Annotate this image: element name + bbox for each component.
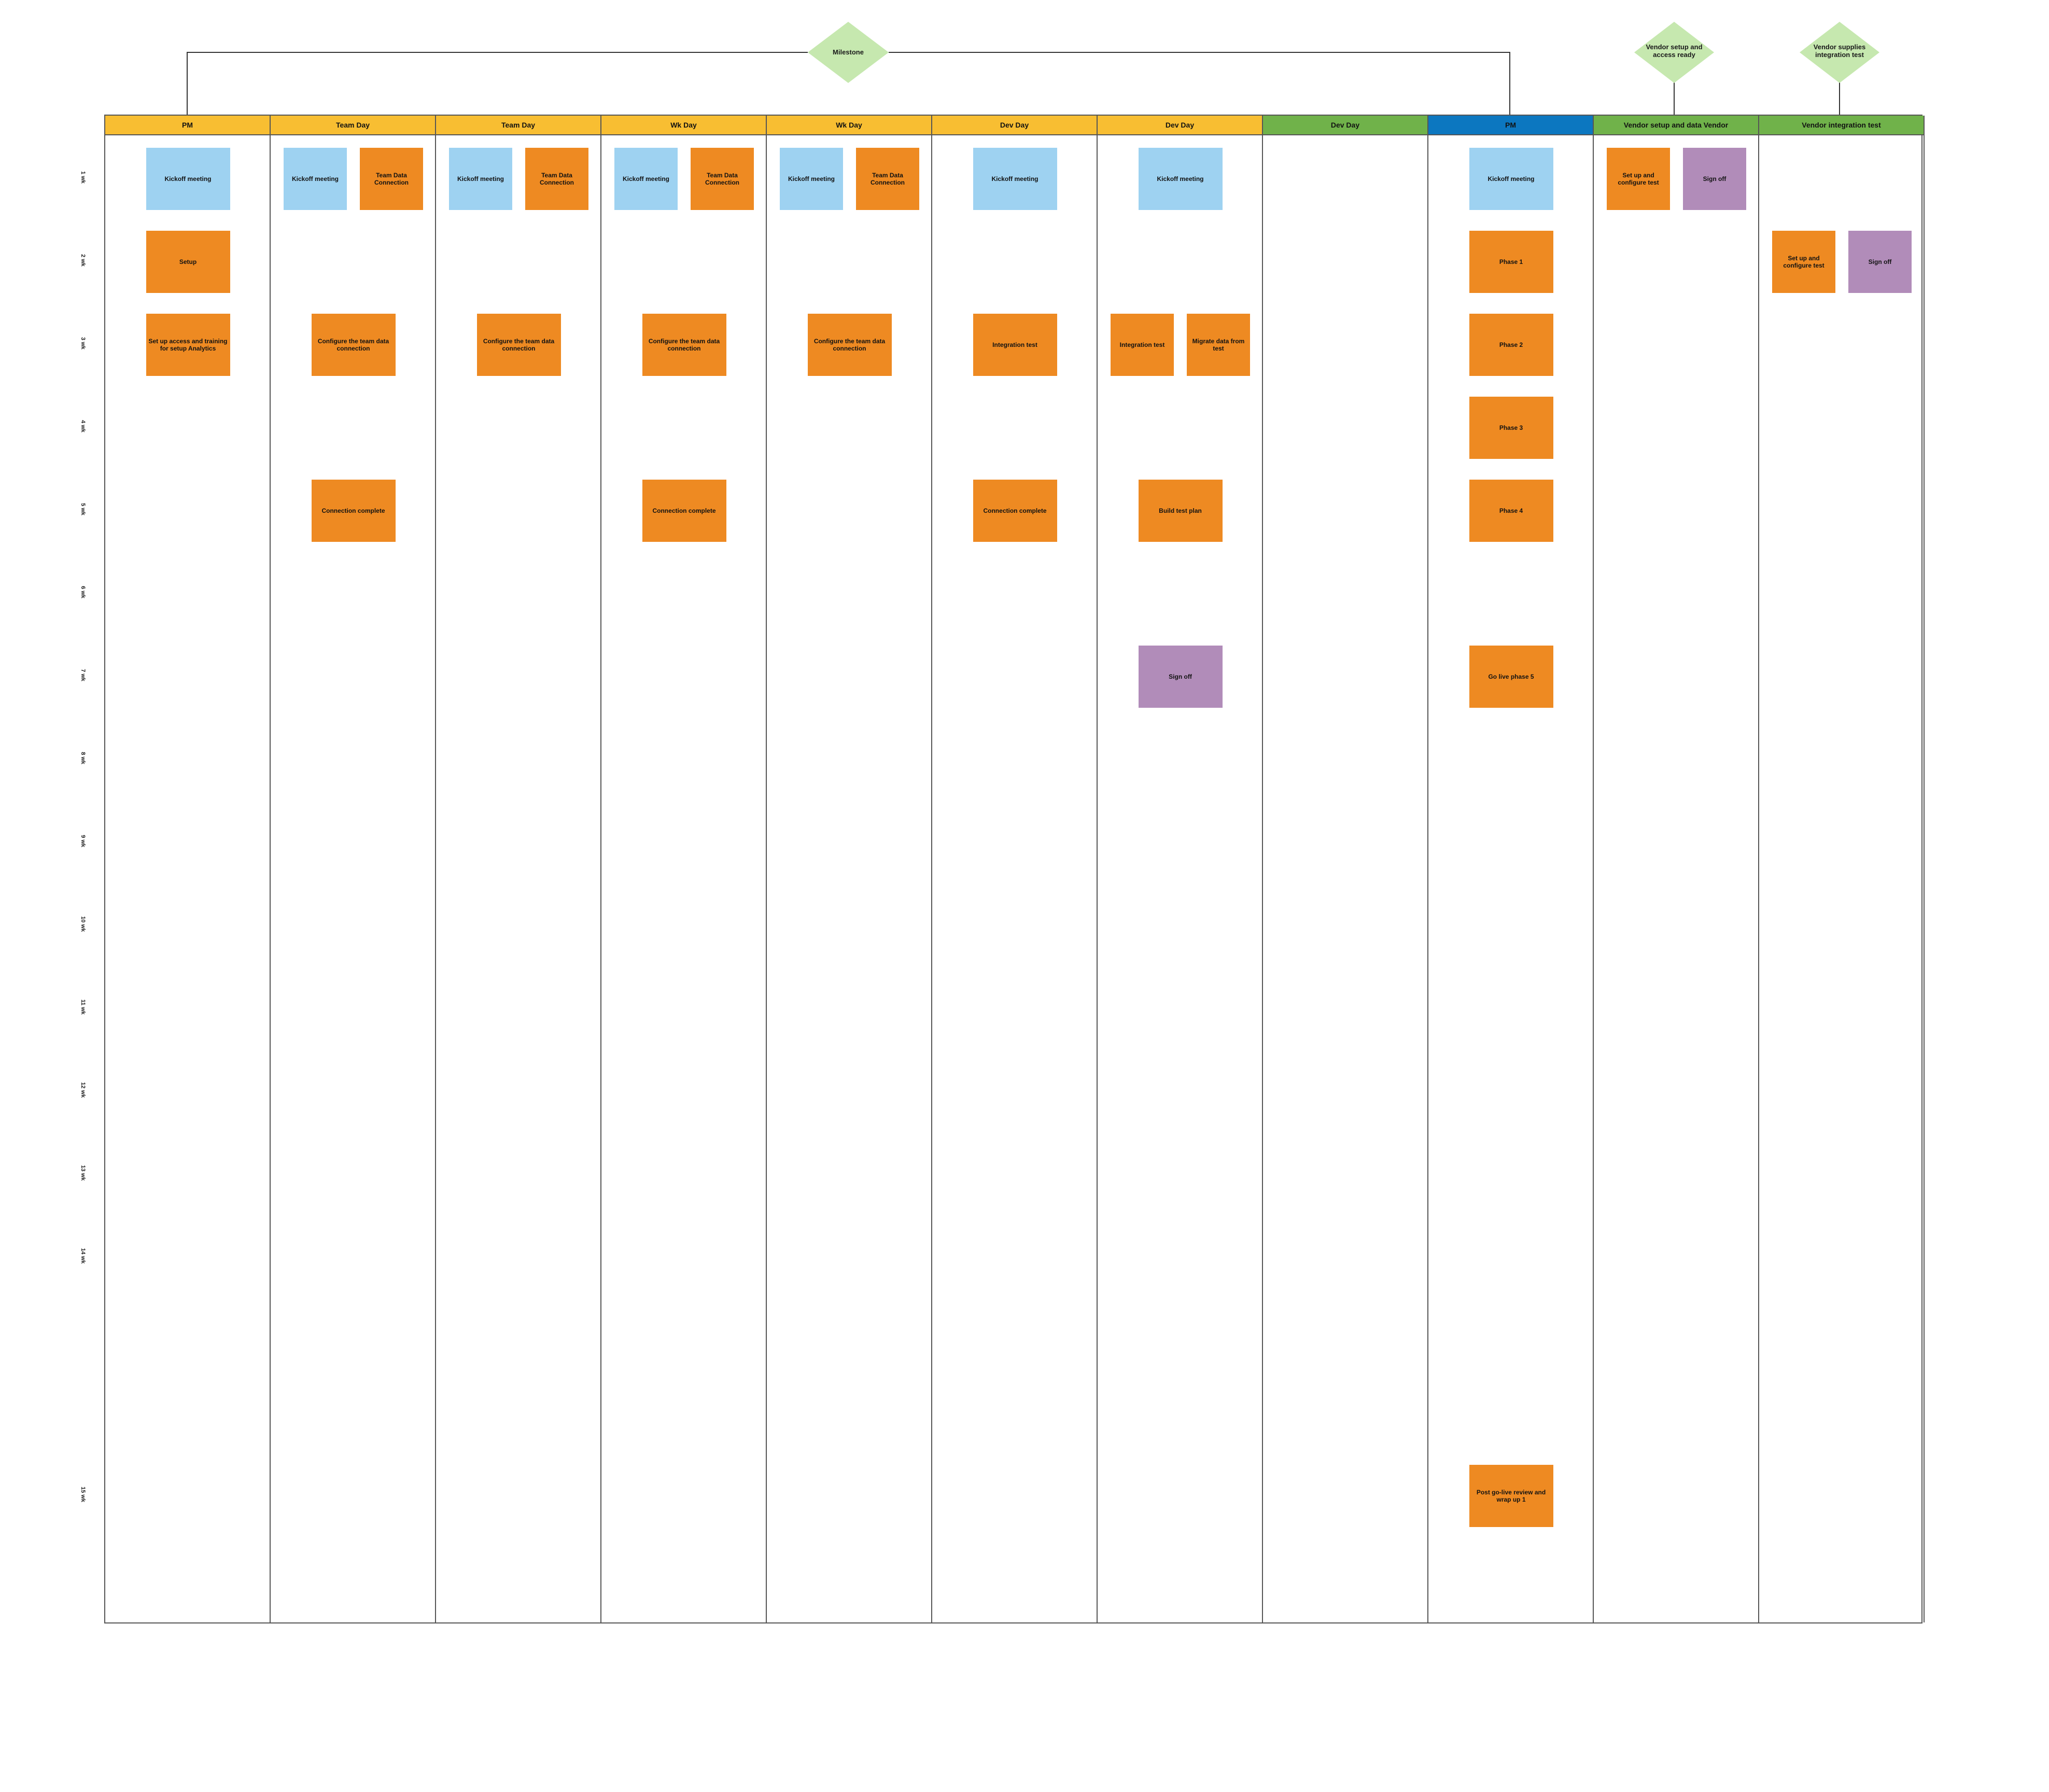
- swimlane-header[interactable]: PM: [1428, 116, 1593, 135]
- diamonds: [808, 22, 1879, 83]
- task-card[interactable]: Kickoff meeting: [973, 148, 1057, 210]
- task-card[interactable]: Set up access and training for setup Ana…: [146, 314, 230, 376]
- task-card[interactable]: Setup: [146, 231, 230, 293]
- swimlane: Dev Day: [1263, 116, 1428, 1622]
- task-card[interactable]: Kickoff meeting: [146, 148, 230, 210]
- vendor-setup-label: Vendor setup and access ready: [1646, 43, 1703, 59]
- row-label: 14 wk: [80, 1248, 86, 1264]
- task-card[interactable]: Migrate data from test: [1187, 314, 1250, 376]
- row-label: 6 wk: [80, 586, 86, 598]
- task-card[interactable]: Connection complete: [642, 480, 726, 542]
- vendor-setup-diamond[interactable]: [1634, 22, 1714, 83]
- row-label: 13 wk: [80, 1165, 86, 1181]
- swimlane: Wk Day: [767, 116, 932, 1622]
- task-card[interactable]: Configure the team data connection: [642, 314, 726, 376]
- row-label: 12 wk: [80, 1082, 86, 1098]
- task-card[interactable]: Post go-live review and wrap up 1: [1469, 1465, 1553, 1527]
- row-label: 11 wk: [80, 999, 86, 1015]
- swimlane-board: PM Team Day Team Day Wk Day Wk Day Dev Day Dev…: [104, 115, 1925, 1623]
- row-label: 15 wk: [80, 1487, 86, 1502]
- milestone-connectors: [187, 52, 1840, 115]
- swimlane-header[interactable]: Team Day: [436, 116, 600, 135]
- task-card[interactable]: Integration test: [973, 314, 1057, 376]
- row-label: 2 wk: [80, 254, 86, 267]
- swimlane-header[interactable]: Vendor setup and data Vendor: [1594, 116, 1758, 135]
- task-card[interactable]: Set up and configure test: [1772, 231, 1835, 293]
- row-label: 3 wk: [80, 337, 86, 349]
- milestone-label: Milestone: [833, 48, 864, 56]
- task-card[interactable]: Kickoff meeting: [284, 148, 347, 210]
- vendor-test-diamond[interactable]: [1800, 22, 1879, 83]
- connector-left: [187, 52, 808, 115]
- swimlane-header[interactable]: PM: [105, 116, 270, 135]
- task-card[interactable]: Sign off: [1848, 231, 1912, 293]
- row-label: 8 wk: [80, 752, 86, 764]
- swimlane: Dev Day: [1098, 116, 1263, 1622]
- task-card[interactable]: Build test plan: [1138, 480, 1223, 542]
- task-card[interactable]: Phase 4: [1469, 480, 1553, 542]
- task-card[interactable]: Configure the team data connection: [476, 314, 561, 376]
- connector-right: [889, 52, 1510, 115]
- task-card[interactable]: Sign off: [1683, 148, 1746, 210]
- swimlane-header[interactable]: Wk Day: [767, 116, 931, 135]
- swimlane-header[interactable]: Team Day: [271, 116, 435, 135]
- task-card[interactable]: Go live phase 5: [1469, 646, 1553, 708]
- milestone-diamond[interactable]: [808, 22, 889, 83]
- task-card[interactable]: Team Data Connection: [525, 148, 588, 210]
- task-card[interactable]: Phase 1: [1469, 231, 1553, 293]
- swimlane-header[interactable]: Dev Day: [1098, 116, 1262, 135]
- swimlane: Team Day: [271, 116, 436, 1622]
- swimlane-header[interactable]: Dev Day: [1263, 116, 1427, 135]
- task-card[interactable]: Kickoff meeting: [449, 148, 512, 210]
- task-card[interactable]: Configure the team data connection: [311, 314, 396, 376]
- task-card[interactable]: Kickoff meeting: [614, 148, 678, 210]
- task-card[interactable]: Kickoff meeting: [1469, 148, 1553, 210]
- row-label: 7 wk: [80, 669, 86, 681]
- task-card[interactable]: Sign off: [1138, 646, 1223, 708]
- task-card[interactable]: Phase 3: [1469, 397, 1553, 459]
- swimlane: Team Day: [436, 116, 601, 1622]
- row-label: 10 wk: [80, 916, 86, 932]
- vendor-test-label: Vendor supplies integration test: [1813, 43, 1866, 59]
- swimlane-header[interactable]: Vendor integration test: [1759, 116, 1924, 135]
- swimlane-header[interactable]: Wk Day: [601, 116, 766, 135]
- row-label: 5 wk: [80, 503, 86, 515]
- swimlane: Vendor integration test: [1759, 116, 1925, 1622]
- swimlane-header[interactable]: Dev Day: [932, 116, 1097, 135]
- task-card[interactable]: Connection complete: [973, 480, 1057, 542]
- swimlane: PM: [1428, 116, 1594, 1622]
- task-card[interactable]: Integration test: [1111, 314, 1174, 376]
- row-label: 4 wk: [80, 420, 86, 432]
- task-card[interactable]: Team Data Connection: [360, 148, 423, 210]
- swimlane: Vendor setup and data Vendor: [1594, 116, 1759, 1622]
- swimlane: PM: [105, 116, 271, 1622]
- task-card[interactable]: Connection complete: [311, 480, 396, 542]
- task-card[interactable]: Kickoff meeting: [780, 148, 843, 210]
- swimlane: Dev Day: [932, 116, 1098, 1622]
- task-card[interactable]: Kickoff meeting: [1138, 148, 1223, 210]
- task-card[interactable]: Phase 2: [1469, 314, 1553, 376]
- task-card[interactable]: Configure the team data connection: [807, 314, 892, 376]
- task-card[interactable]: Team Data Connection: [691, 148, 754, 210]
- swimlane: Wk Day: [601, 116, 767, 1622]
- task-card[interactable]: Team Data Connection: [856, 148, 919, 210]
- row-label: 1 wk: [80, 171, 86, 184]
- row-label: 9 wk: [80, 835, 86, 847]
- task-card[interactable]: Set up and configure test: [1607, 148, 1670, 210]
